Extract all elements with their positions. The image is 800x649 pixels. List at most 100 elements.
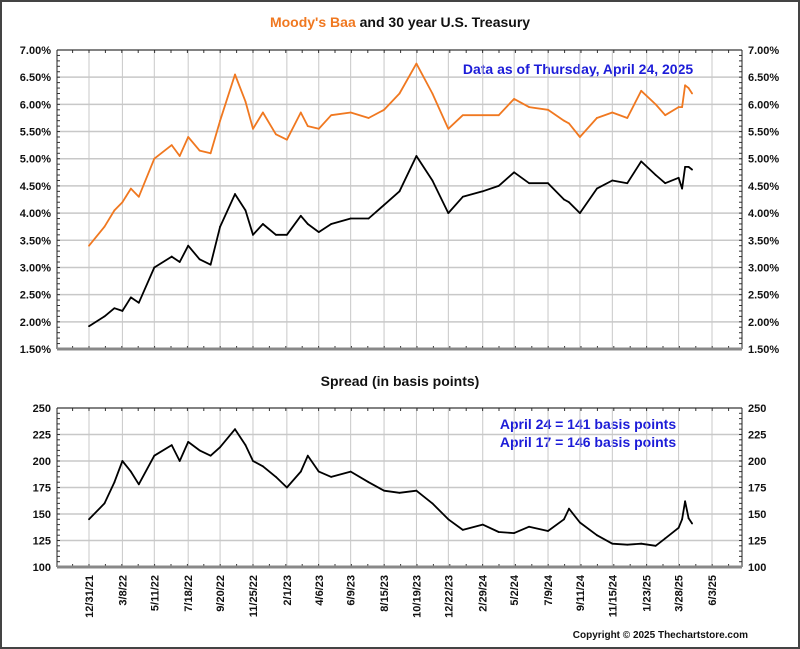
data-point [153,157,156,160]
x-tick-label: 12/31/21 [84,575,96,618]
y-tick-label-right: 1.50% [748,344,779,356]
data-point [170,444,173,446]
data-point [691,168,693,171]
y-tick-label-right: 6.00% [748,99,779,111]
y-tick-label-right: 7.00% [748,45,779,57]
data-point [285,486,288,489]
data-point [178,460,181,462]
data-point [528,182,530,185]
x-tick-label: 1/23/25 [642,575,654,612]
data-point [398,92,401,95]
data-point [568,507,570,510]
data-point [547,182,549,185]
y-tick-label-left: 2.00% [20,317,51,329]
data-point [461,114,464,117]
data-point [330,223,333,225]
y-tick-label-right: 3.50% [748,235,779,247]
data-point [461,529,464,531]
data-point [691,522,693,525]
data-point [497,114,500,117]
data-point [431,502,434,505]
data-point [664,537,667,540]
data-point [103,315,106,318]
data-point [299,470,302,473]
data-point [317,231,320,234]
data-point [447,127,450,130]
data-point [611,111,614,114]
data-point [654,544,657,547]
data-point [113,481,116,484]
data-point [654,103,657,106]
data-point [383,489,385,492]
x-tick-label: 5/11/22 [149,575,161,611]
data-point [275,476,277,478]
data-point [244,209,247,212]
data-point [563,119,565,122]
y-tick-label-right: 4.50% [748,181,779,193]
data-point [306,125,309,128]
data-point [198,149,201,152]
data-point [611,542,614,545]
y-tick-label-right: 4.00% [748,208,779,220]
data-point [219,446,221,449]
data-point [285,233,288,236]
data-point [129,296,132,299]
data-point [528,525,530,528]
x-tick-label: 10/19/23 [411,575,423,618]
data-point [528,106,530,108]
data-point [306,454,309,457]
top-chart-title: Moody's Baa and 30 year U.S. Treasury [270,14,530,30]
data-point [129,470,132,473]
data-point [415,62,418,65]
data-point [626,182,629,185]
data-point [129,187,132,190]
y-tick-label-right: 5.00% [748,154,779,166]
data-point [431,92,434,95]
x-tick-label: 2/1/23 [282,575,294,606]
x-tick-label: 3/28/25 [674,575,686,612]
data-point [626,543,629,546]
data-point [579,212,581,214]
series-line-spread [88,428,693,547]
y-tick-label-left: 6.00% [20,99,51,111]
y-tick-label-left: 125 [33,536,51,548]
data-point [513,532,516,534]
data-point [481,190,484,193]
data-point [626,117,629,119]
data-point [684,500,686,503]
y-tick-label-right: 3.00% [748,262,779,274]
series-line-treasury [88,155,693,327]
data-point [234,428,236,431]
x-tick-label: 2/29/24 [478,574,490,612]
data-point [330,476,333,478]
y-tick-label-left: 3.00% [20,262,51,274]
data-point [187,244,190,247]
data-point [497,531,500,533]
data-point [681,518,683,521]
y-tick-label-left: 200 [33,456,51,468]
data-point [547,108,549,111]
x-tick-label: 8/15/23 [379,575,391,612]
data-point [244,444,247,446]
spread-annotation-1: April 24 = 141 basis points [500,416,676,432]
data-point [611,179,614,182]
data-point [447,518,450,521]
data-point [595,534,598,537]
data-point [137,195,140,198]
data-point [563,198,565,201]
data-point [262,111,264,114]
data-point [677,176,680,179]
data-point [299,111,302,114]
data-point [209,152,212,155]
data-point [461,195,464,198]
x-tick-label: 5/2/24 [509,574,521,605]
data-point [497,185,500,187]
data-point [113,209,116,212]
data-point [367,481,370,484]
y-tick-label-left: 100 [33,562,51,574]
data-point [88,518,90,521]
data-point [178,155,181,157]
data-point [684,165,686,168]
